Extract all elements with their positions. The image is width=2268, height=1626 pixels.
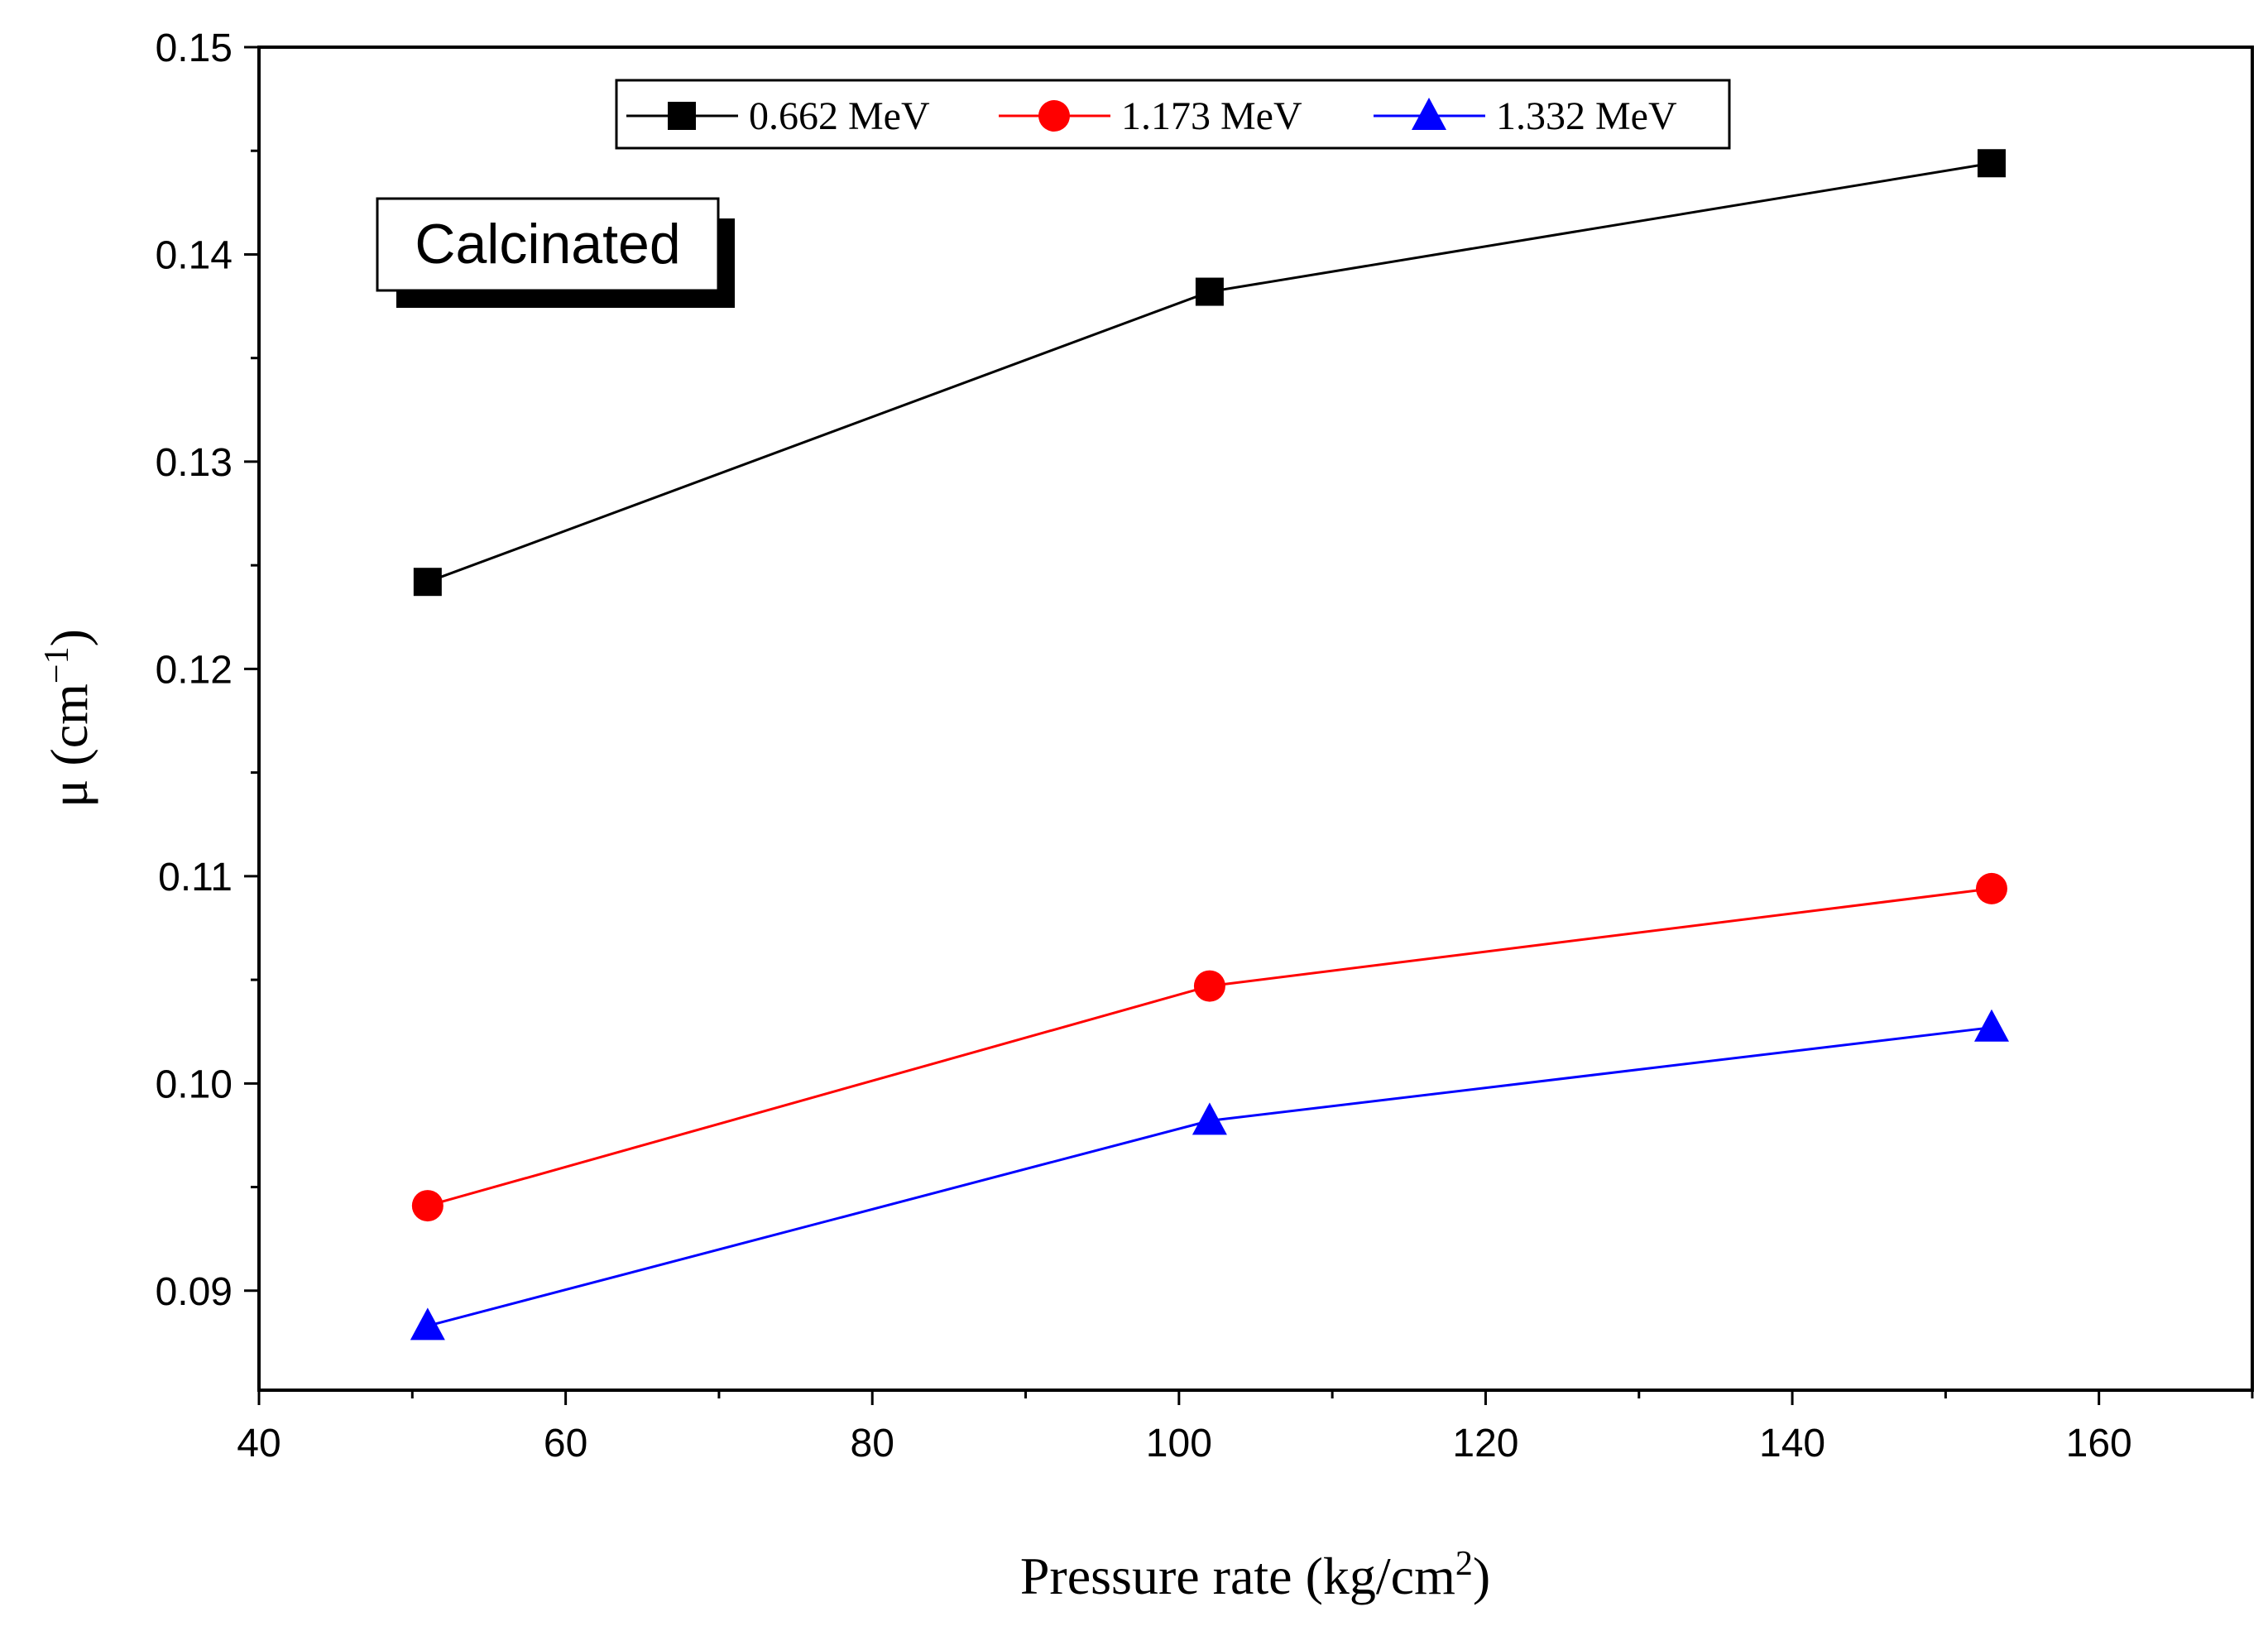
x-tick-label: 60 bbox=[544, 1422, 587, 1465]
series-layer bbox=[410, 149, 2009, 1341]
legend-items: 0.662 MeV 1.173 MeV 1.332 MeV bbox=[626, 94, 1677, 138]
y-axis-title-end: ) bbox=[40, 629, 98, 646]
data-point bbox=[411, 1190, 444, 1222]
series-2 bbox=[411, 872, 2007, 1222]
legend-label: 1.332 MeV bbox=[1496, 94, 1677, 138]
y-axis: 0.09 0.10 0.11 0.12 0.13 0.14 0.15 bbox=[156, 26, 259, 1314]
x-tick-label: 140 bbox=[1759, 1422, 1825, 1465]
data-point bbox=[1195, 277, 1224, 306]
x-tick-label: 100 bbox=[1146, 1422, 1212, 1465]
x-tick-label: 120 bbox=[1452, 1422, 1518, 1465]
x-tick-label: 160 bbox=[2066, 1422, 2132, 1465]
y-tick-label: 0.10 bbox=[156, 1062, 233, 1106]
annotation-text: Calcinated bbox=[415, 213, 680, 276]
x-axis: 40 60 80 100 120 140 160 bbox=[237, 1390, 2254, 1465]
data-point bbox=[1193, 970, 1225, 1002]
data-point bbox=[1973, 1009, 2009, 1042]
series-1 bbox=[413, 149, 2006, 597]
data-point bbox=[410, 1307, 445, 1341]
legend-marker bbox=[668, 102, 696, 130]
y-tick-label: 0.14 bbox=[156, 233, 233, 277]
x-tick-label: 80 bbox=[851, 1422, 894, 1465]
annotation: Calcinated bbox=[376, 197, 735, 308]
y-axis-title-main: μ (cm bbox=[40, 683, 98, 808]
legend-label: 1.173 MeV bbox=[1121, 94, 1302, 138]
legend-marker bbox=[1038, 100, 1070, 132]
x-axis-title-end: ) bbox=[1473, 1547, 1490, 1605]
legend-box bbox=[615, 79, 1731, 150]
data-point bbox=[1975, 872, 2007, 904]
y-axis-title: μ (cm−1) bbox=[38, 629, 98, 808]
legend: 0.662 MeV 1.173 MeV 1.332 MeV bbox=[615, 79, 1731, 150]
y-tick-label: 0.11 bbox=[158, 856, 233, 899]
legend-label: 0.662 MeV bbox=[749, 94, 930, 138]
x-tick-label: 40 bbox=[237, 1422, 281, 1465]
legend-item: 0.662 MeV bbox=[626, 94, 930, 138]
x-axis-title-main: Pressure rate (kg/cm bbox=[1020, 1547, 1455, 1605]
series-3 bbox=[410, 1009, 2009, 1341]
legend-item: 1.332 MeV bbox=[1374, 94, 1677, 138]
data-point bbox=[413, 568, 442, 597]
y-tick-label: 0.09 bbox=[156, 1270, 233, 1314]
data-point bbox=[1977, 149, 2006, 178]
annotation-box bbox=[376, 197, 720, 292]
y-tick-label: 0.15 bbox=[156, 26, 233, 70]
x-axis-title: Pressure rate (kg/cm2) bbox=[1020, 1545, 1490, 1605]
data-point bbox=[1192, 1102, 1227, 1135]
y-tick-label: 0.12 bbox=[156, 648, 233, 692]
y-tick-label: 0.13 bbox=[156, 441, 233, 485]
y-axis-title-sup: −1 bbox=[38, 646, 76, 683]
legend-marker bbox=[1412, 98, 1446, 130]
legend-item: 1.173 MeV bbox=[999, 94, 1302, 138]
x-axis-title-sup: 2 bbox=[1455, 1545, 1473, 1583]
